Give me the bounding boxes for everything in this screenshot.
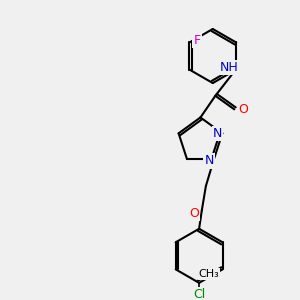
Text: O: O bbox=[238, 103, 248, 116]
Text: O: O bbox=[189, 207, 199, 220]
Text: CH₃: CH₃ bbox=[199, 269, 219, 279]
Text: NH: NH bbox=[220, 61, 239, 74]
Text: N: N bbox=[205, 154, 214, 167]
Text: Cl: Cl bbox=[193, 288, 205, 300]
Text: F: F bbox=[194, 34, 201, 47]
Text: N: N bbox=[213, 127, 222, 140]
